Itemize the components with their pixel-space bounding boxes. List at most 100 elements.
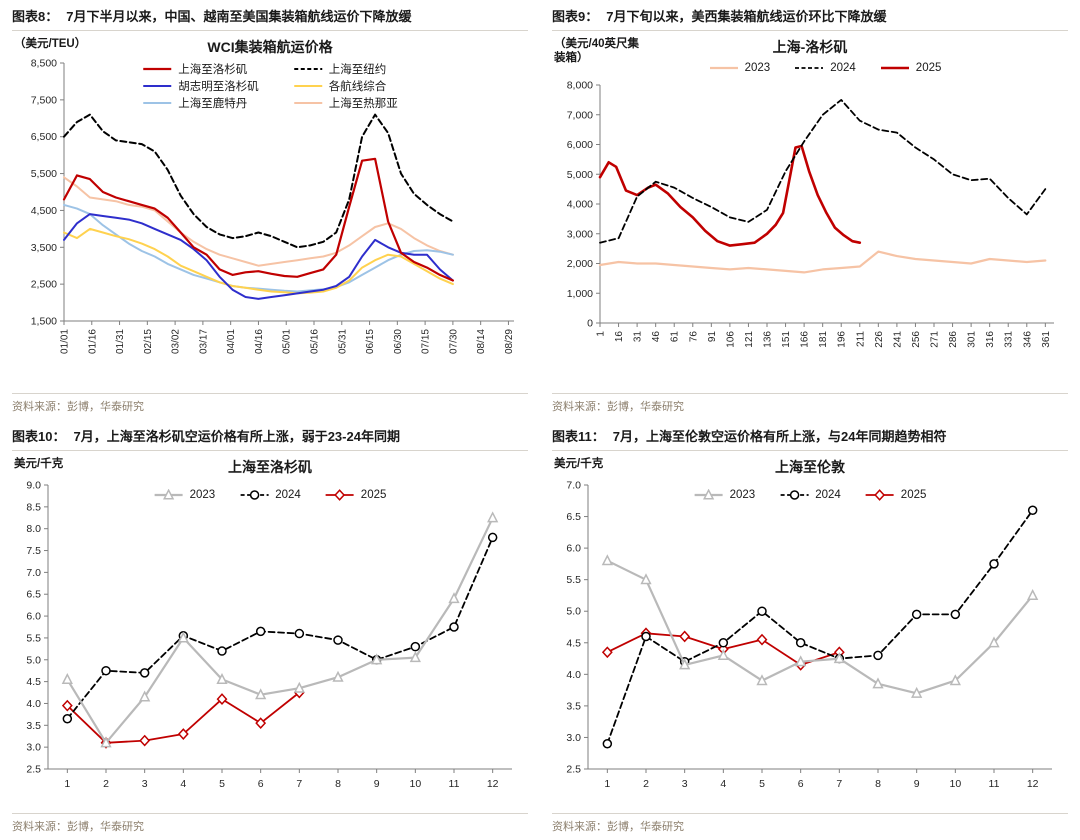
svg-text:10: 10 bbox=[949, 778, 961, 790]
chart-title: 上海-洛杉矶 bbox=[772, 38, 848, 55]
series-line-1 bbox=[63, 113, 454, 248]
svg-text:6,000: 6,000 bbox=[567, 139, 593, 151]
series-line-1 bbox=[606, 508, 1034, 745]
svg-text:08/29: 08/29 bbox=[504, 328, 515, 353]
svg-text:06/15: 06/15 bbox=[365, 328, 376, 353]
svg-text:7.5: 7.5 bbox=[26, 545, 41, 557]
svg-text:05/01: 05/01 bbox=[282, 328, 293, 353]
figure-10-chart-area: 美元/千克 上海至洛杉矶 2023 2024 2025 2.5 3.0 3.5 4.0 4.… bbox=[12, 454, 528, 811]
chart-legend: 2023 2024 2025 bbox=[552, 57, 1068, 79]
series-line-1 bbox=[599, 98, 1047, 244]
svg-text:6: 6 bbox=[258, 778, 264, 790]
svg-text:0: 0 bbox=[587, 317, 593, 329]
legend-label: 上海至热那亚 bbox=[328, 97, 398, 110]
figure-title: 7月下旬以来，美西集装箱航线运价环比下降放缓 bbox=[606, 9, 887, 24]
legend-swatch-icon bbox=[143, 67, 172, 70]
legend-item: 2023 bbox=[154, 488, 216, 501]
legend-label: 2023 bbox=[729, 488, 756, 501]
source-note: 资料来源：彭博，华泰研究 bbox=[552, 393, 1068, 414]
svg-text:181: 181 bbox=[818, 330, 829, 347]
svg-text:2: 2 bbox=[643, 778, 649, 790]
svg-text:02/15: 02/15 bbox=[143, 328, 154, 353]
svg-text:6.5: 6.5 bbox=[566, 511, 581, 523]
legend-item: 上海至热那亚 bbox=[293, 95, 398, 111]
svg-text:05/31: 05/31 bbox=[337, 328, 348, 353]
svg-text:12: 12 bbox=[487, 778, 499, 790]
chart-legend: 上海至洛杉矶 上海至纽约 胡志明至洛杉矶 各航线综合 上海至鹿特丹 上海至热那亚 bbox=[142, 61, 398, 111]
legend-swatch-icon bbox=[694, 488, 723, 500]
series-line-0 bbox=[66, 516, 494, 744]
svg-text:136: 136 bbox=[763, 330, 774, 347]
svg-text:61: 61 bbox=[670, 330, 681, 342]
svg-text:1: 1 bbox=[596, 330, 607, 336]
svg-text:16: 16 bbox=[614, 330, 625, 342]
figure-11-panel: 图表11： 7月，上海至伦敦空运价格有所上涨，与24年同期趋势相符 美元/千克 上… bbox=[540, 420, 1080, 840]
legend-label: 2025 bbox=[900, 488, 927, 501]
svg-text:5: 5 bbox=[219, 778, 225, 790]
legend-swatch-icon bbox=[293, 101, 322, 104]
svg-text:10: 10 bbox=[409, 778, 421, 790]
legend-swatch-icon bbox=[795, 66, 824, 69]
legend-label: 2024 bbox=[830, 61, 856, 74]
shanghai-la-container-rates-line-chart: 0 1,000 2,000 3,000 4,000 5,000 6,000 7,000 8,00… bbox=[567, 79, 1054, 347]
svg-text:271: 271 bbox=[930, 330, 941, 347]
chart-legend: 2023 2024 2025 bbox=[154, 488, 386, 501]
legend-label: 胡志明至洛杉矶 bbox=[178, 80, 259, 93]
y-axis-unit-label: （美元/40英尺集装箱） bbox=[554, 37, 639, 65]
legend-swatch-icon bbox=[293, 67, 322, 70]
legend-item: 2023 bbox=[694, 488, 756, 501]
svg-text:04/01: 04/01 bbox=[226, 328, 237, 353]
series-line-5 bbox=[63, 175, 454, 267]
svg-text:01/31: 01/31 bbox=[115, 328, 126, 353]
svg-text:03/02: 03/02 bbox=[171, 328, 182, 353]
svg-text:12: 12 bbox=[1027, 778, 1039, 790]
figure-10-header: 图表10： 7月，上海至洛杉矶空运价格有所上涨，弱于23-24年同期 bbox=[12, 428, 528, 451]
svg-text:346: 346 bbox=[1022, 330, 1033, 347]
svg-text:08/14: 08/14 bbox=[476, 328, 487, 353]
series-line-1 bbox=[66, 536, 494, 720]
figure-9-header: 图表9： 7月下旬以来，美西集装箱航线运价环比下降放缓 bbox=[552, 8, 1068, 31]
svg-text:9: 9 bbox=[374, 778, 380, 790]
figure-label: 图表10： bbox=[12, 429, 66, 444]
svg-text:5,500: 5,500 bbox=[31, 168, 57, 180]
figure-8-header: 图表8： 7月下半月以来，中国、越南至美国集装箱航线运价下降放缓 bbox=[12, 8, 528, 31]
svg-text:2.5: 2.5 bbox=[26, 763, 41, 775]
source-note: 资料来源：彭博，华泰研究 bbox=[12, 813, 528, 834]
legend-label: 2023 bbox=[189, 488, 216, 501]
svg-text:3.5: 3.5 bbox=[566, 700, 581, 712]
chart-legend: 2023 2024 2025 bbox=[694, 488, 927, 501]
legend-swatch-icon bbox=[293, 84, 322, 87]
svg-text:4.5: 4.5 bbox=[26, 676, 41, 688]
svg-text:196: 196 bbox=[837, 330, 848, 347]
svg-text:9: 9 bbox=[914, 778, 920, 790]
svg-text:8.5: 8.5 bbox=[26, 501, 41, 513]
series-line-0 bbox=[606, 559, 1034, 694]
svg-text:05/16: 05/16 bbox=[310, 328, 321, 353]
legend-item: 各航线综合 bbox=[293, 78, 398, 94]
svg-text:301: 301 bbox=[967, 330, 978, 347]
series-line-4 bbox=[63, 203, 454, 293]
svg-text:256: 256 bbox=[911, 330, 922, 347]
source-note: 资料来源：彭博，华泰研究 bbox=[552, 813, 1068, 834]
legend-label: 2023 bbox=[744, 61, 771, 74]
svg-text:2,500: 2,500 bbox=[31, 278, 57, 290]
svg-text:03/17: 03/17 bbox=[198, 328, 209, 353]
svg-text:331: 331 bbox=[1004, 330, 1015, 347]
svg-text:3.0: 3.0 bbox=[26, 741, 41, 753]
svg-text:2.5: 2.5 bbox=[566, 763, 581, 775]
svg-text:3.0: 3.0 bbox=[566, 731, 581, 743]
legend-item: 2025 bbox=[325, 489, 386, 501]
legend-swatch-icon bbox=[143, 101, 172, 104]
svg-text:6,500: 6,500 bbox=[31, 131, 57, 143]
legend-swatch-icon bbox=[240, 489, 269, 500]
legend-item: 2025 bbox=[880, 62, 941, 74]
svg-text:286: 286 bbox=[948, 330, 959, 347]
svg-text:11: 11 bbox=[449, 778, 460, 790]
svg-text:4.5: 4.5 bbox=[566, 637, 581, 649]
svg-text:6.5: 6.5 bbox=[26, 588, 41, 600]
svg-text:1,500: 1,500 bbox=[31, 315, 57, 327]
svg-text:07/30: 07/30 bbox=[448, 328, 459, 353]
svg-text:151: 151 bbox=[781, 330, 792, 347]
svg-text:4.0: 4.0 bbox=[26, 698, 41, 710]
